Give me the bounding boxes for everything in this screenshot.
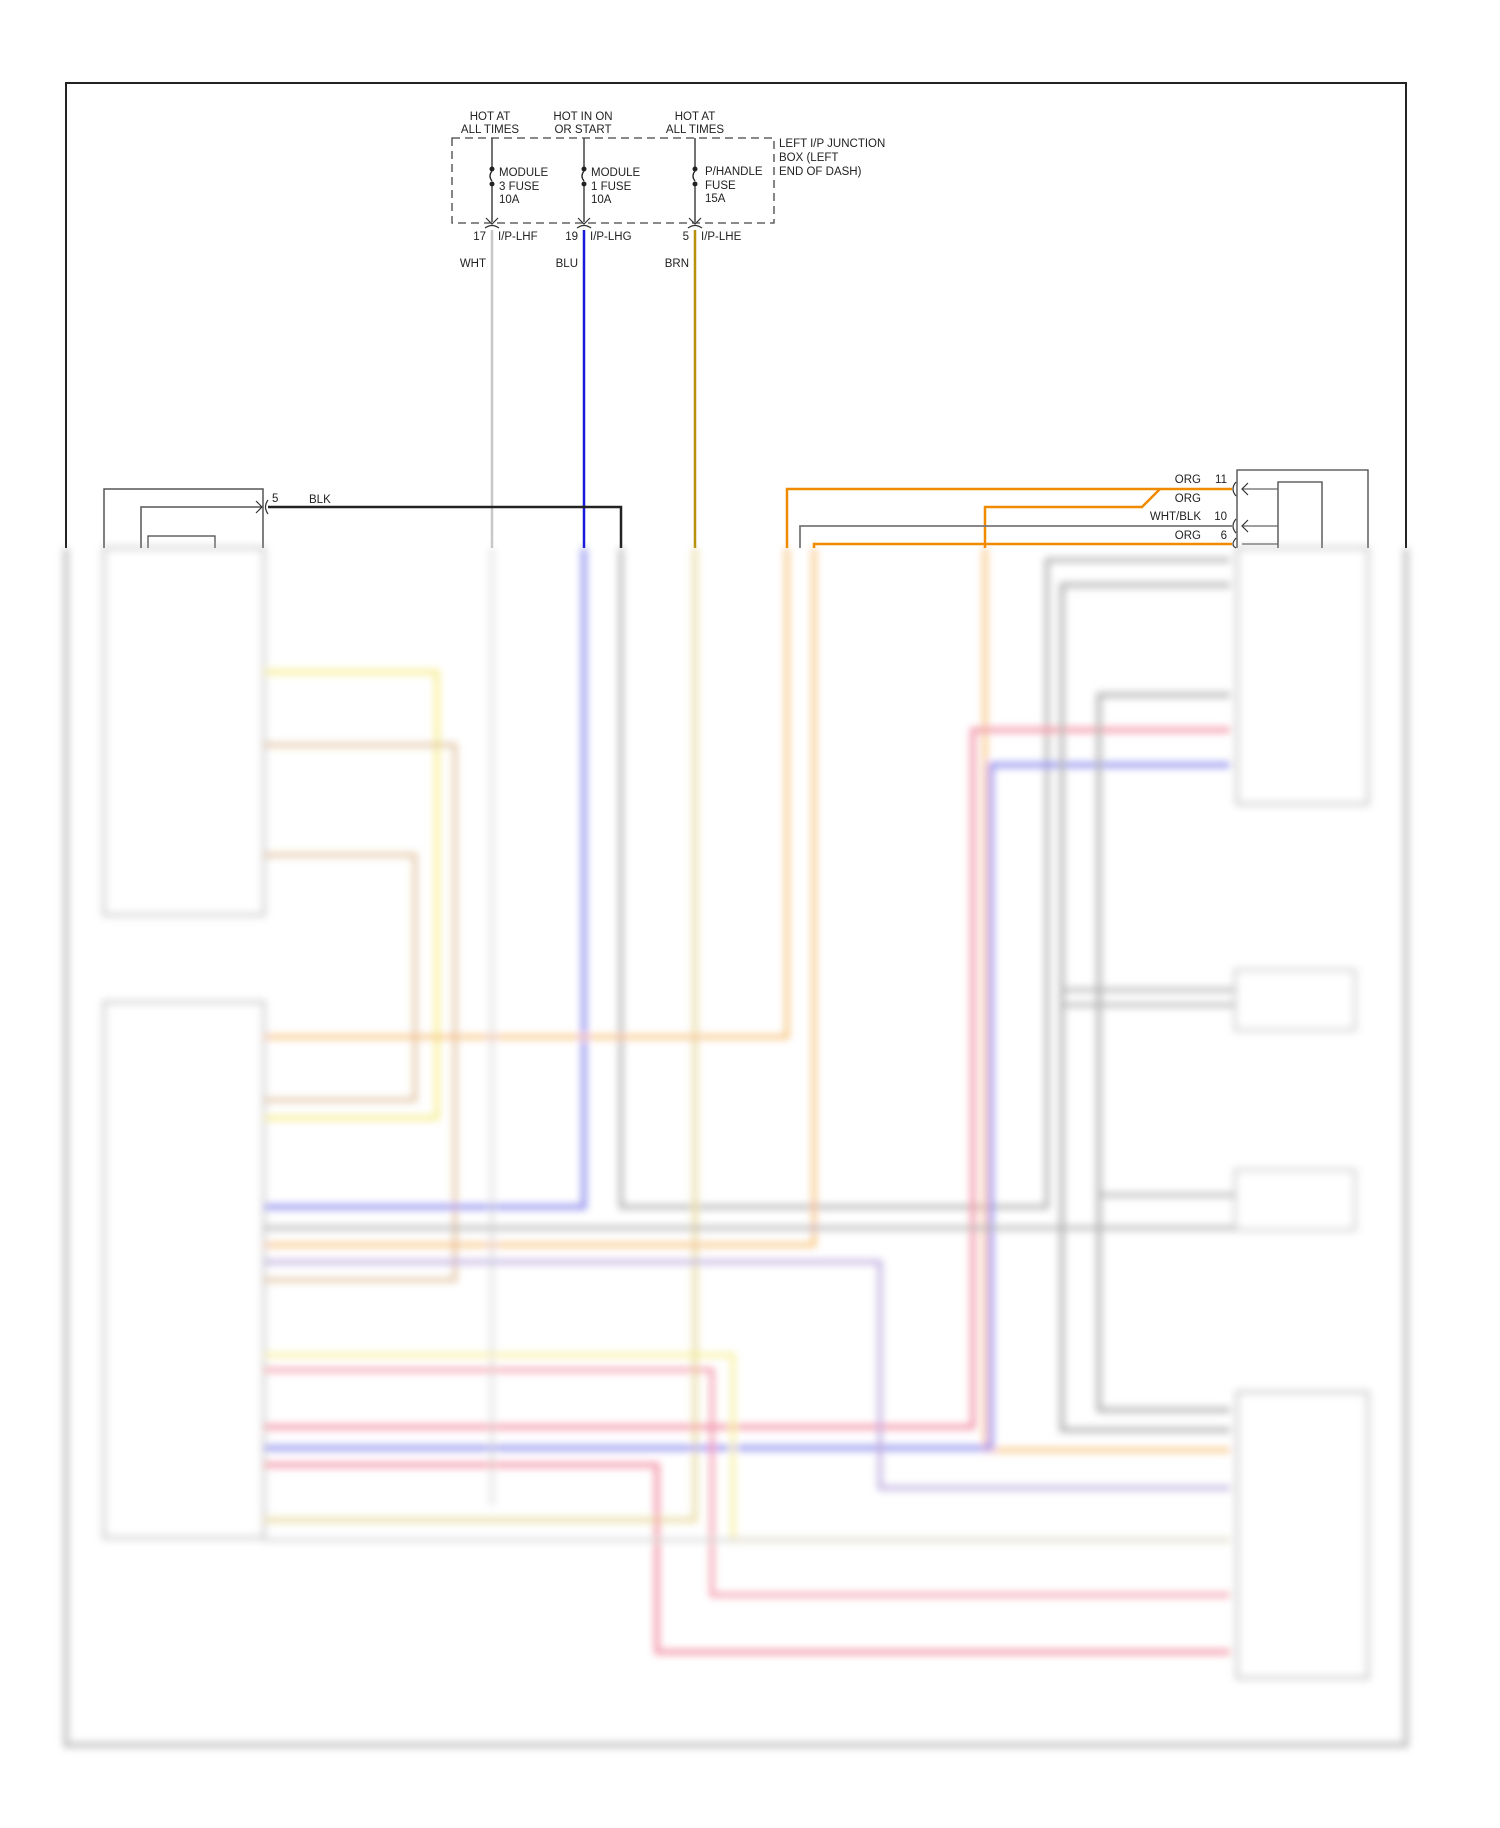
connector-lhf: I/P-LHF: [498, 231, 538, 243]
wht-blk-wire-10: [799, 525, 1232, 548]
wire-label-wht-blk: WHT/BLK: [1150, 511, 1201, 523]
pin-5: 5: [683, 231, 689, 243]
fuse-module-3: [484, 138, 500, 548]
junction-box-outline: [451, 137, 775, 224]
feed1-label-1: HOT AT: [470, 111, 510, 123]
connector-lhg: I/P-LHG: [590, 231, 632, 243]
blk-label: BLK: [309, 494, 331, 506]
wire-label-wht: WHT: [460, 258, 486, 270]
wire-label-org-3: ORG: [1175, 530, 1201, 542]
pin-11: 11: [1215, 474, 1227, 486]
pin-10: 10: [1214, 511, 1227, 523]
pin-19: 19: [565, 231, 578, 243]
fuse2-name: MODULE: [591, 167, 641, 179]
blk-pin: 5: [272, 493, 278, 505]
connector-lhe: I/P-LHE: [701, 231, 742, 243]
fuse1-name2: 3 FUSE: [499, 181, 540, 193]
feed2-label-2: OR START: [554, 124, 611, 136]
junction-box-label-3: END OF DASH): [779, 166, 862, 178]
feed3-label-1: HOT AT: [675, 111, 715, 123]
fuse3-rating: 15A: [705, 193, 726, 205]
fuse3-name2: FUSE: [705, 180, 736, 192]
fuse3-name: P/HANDLE: [705, 166, 763, 178]
power-feeds: [484, 138, 703, 548]
junction-box-label-1: LEFT I/P JUNCTION: [779, 138, 885, 150]
right-component: [785, 469, 1369, 549]
diagram-frame: [65, 82, 1407, 548]
pin-6: 6: [1221, 530, 1227, 542]
fuse-p-handle: [687, 138, 703, 548]
feed3-label-2: ALL TIMES: [666, 124, 724, 136]
fuse2-rating: 10A: [591, 194, 612, 206]
wire-label-org-2: ORG: [1175, 493, 1201, 505]
fuse-module-1: [576, 138, 592, 548]
fuse2-name2: 1 FUSE: [591, 181, 632, 193]
fuse1-name: MODULE: [499, 167, 549, 179]
org-wire-11: [785, 487, 1232, 548]
wire-label-blu: BLU: [556, 258, 578, 270]
left-switch-component: [103, 488, 623, 548]
pin-17: 17: [473, 231, 486, 243]
obscured-lower-diagram: [63, 546, 1409, 1748]
junction-box-label-2: BOX (LEFT: [779, 152, 838, 164]
org-wire-6: [812, 542, 1232, 548]
feed1-label-2: ALL TIMES: [461, 124, 519, 136]
wire-label-org-1: ORG: [1175, 474, 1201, 486]
feed2-label-1: HOT IN ON: [553, 111, 612, 123]
fuse1-rating: 10A: [499, 194, 520, 206]
org-wire: [983, 488, 1161, 548]
blk-wire: [268, 505, 623, 548]
wire-label-brn: BRN: [665, 258, 689, 270]
